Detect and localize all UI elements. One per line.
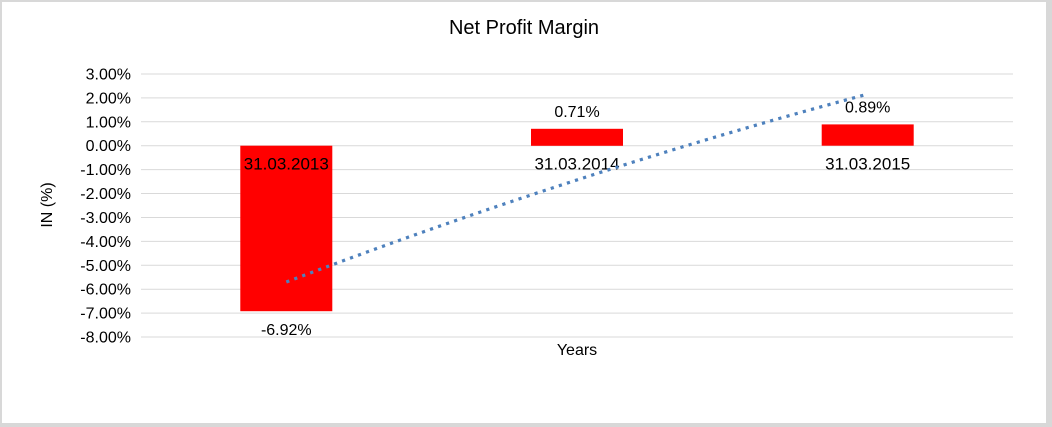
y-tick-label: 1.00% [86, 114, 131, 131]
y-tick-label: 3.00% [86, 67, 131, 84]
y-tick-label: -6.00% [80, 282, 131, 299]
y-tick-label: -7.00% [80, 306, 131, 323]
chart-title: Net Profit Margin [448, 17, 600, 39]
y-tick-label: 2.00% [86, 90, 131, 107]
data-label: 0.89% [845, 99, 890, 116]
category-label: 31.03.2014 [534, 155, 619, 174]
bar [240, 145, 333, 312]
y-tick-label: -3.00% [80, 210, 131, 227]
trendline [285, 92, 869, 284]
bar [821, 124, 914, 146]
y-tick-label: 0.00% [86, 138, 131, 155]
y-tick-label: -2.00% [80, 186, 131, 203]
data-label: -6.92% [261, 322, 312, 339]
data-label: 0.71% [554, 104, 599, 121]
y-tick-label: -1.00% [80, 162, 131, 179]
y-tick-label: -5.00% [80, 258, 131, 275]
category-label: 31.03.2015 [825, 155, 910, 174]
category-label: 31.03.2013 [244, 155, 329, 174]
x-axis-title: Years [556, 342, 598, 359]
bar [531, 128, 623, 146]
y-tick-label: -4.00% [80, 234, 131, 251]
y-tick-label: -8.00% [80, 330, 131, 347]
